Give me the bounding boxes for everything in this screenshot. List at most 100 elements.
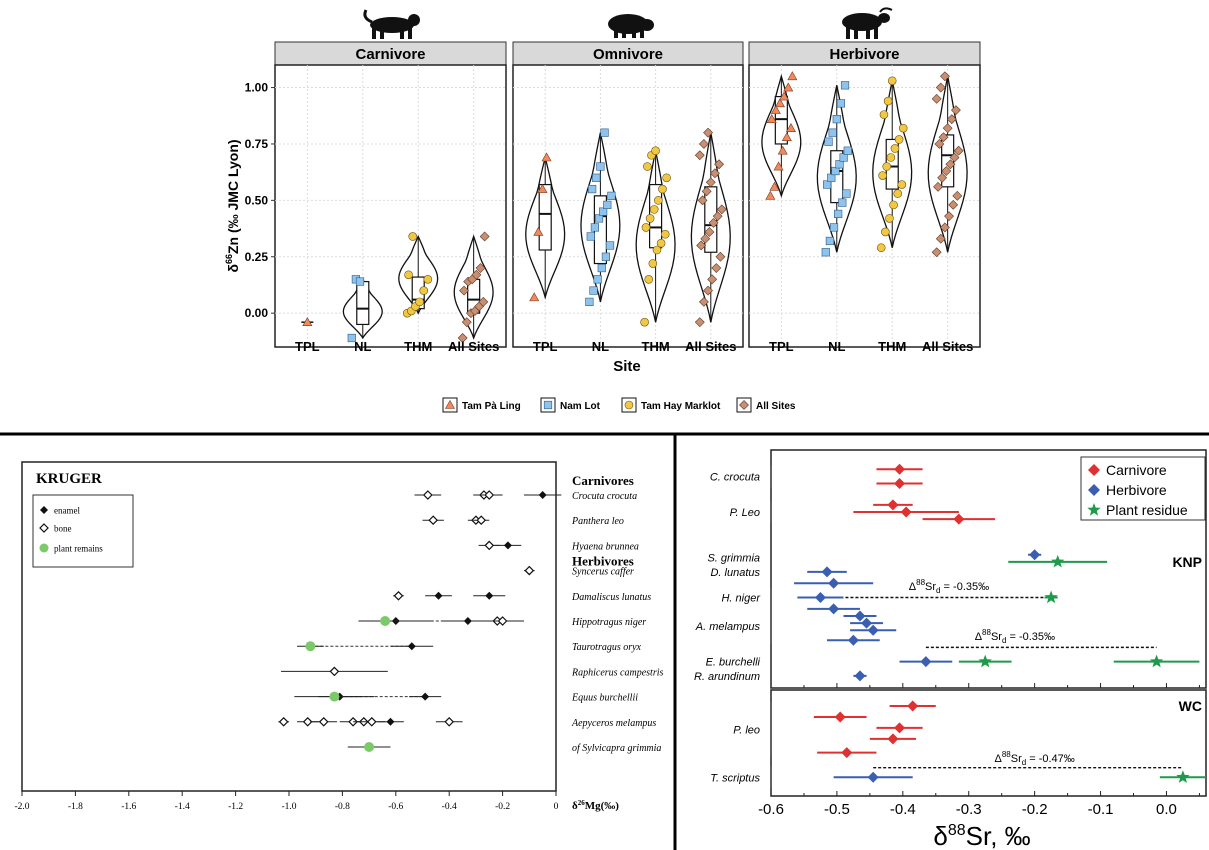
point-herbivore: [920, 656, 932, 668]
data-point-all-sites: [941, 166, 952, 176]
x-tick-label: All Sites: [685, 339, 736, 354]
data-point-nl: [832, 115, 841, 124]
data-point-thm: [649, 205, 659, 214]
data-point-thm: [898, 123, 908, 133]
point-bone: [476, 515, 487, 526]
zinc-violin-chart: δ66Zn (‰ JMC Lyon) 1.00 0.75 0.50 0.25 0.00 Ca…: [224, 41, 981, 413]
data-point-thm: [662, 173, 671, 183]
data-point-tpl: [541, 152, 552, 162]
data-point-all-sites: [933, 181, 943, 192]
species-label: E. burchelli: [706, 657, 761, 669]
data-point-all-sites: [699, 139, 709, 149]
x-tick-label: -0.6: [758, 801, 784, 818]
data-point-nl: [586, 232, 595, 241]
carnivore-silhouette-icon: [363, 9, 420, 39]
data-point-tpl: [765, 190, 776, 200]
data-point-thm: [419, 286, 429, 295]
data-point-nl: [603, 200, 612, 209]
data-point-thm: [658, 184, 667, 194]
x-tick-label: TPL: [533, 339, 558, 354]
point-plant-residue: [1051, 554, 1065, 568]
data-point-all-sites: [938, 132, 949, 143]
species-label: P. leo: [733, 724, 760, 736]
x-tick-label: 0: [554, 802, 559, 812]
point-enamel: [485, 591, 494, 600]
legend-label: Tam Hay Marklot: [641, 401, 721, 412]
x-tick-label: THM: [642, 339, 670, 354]
data-point-nl: [840, 81, 850, 90]
point-herbivore: [828, 577, 840, 589]
data-point-thm: [640, 317, 649, 327]
data-point-all-sites: [694, 150, 705, 161]
x-tick-label: THM: [404, 339, 432, 354]
violin-group-thm: [872, 76, 913, 253]
point-enamel: [538, 491, 547, 499]
point-bone: [428, 515, 439, 526]
y-axis-label: δ66Zn (‰ JMC Lyon): [224, 139, 241, 272]
data-point-tpl: [783, 82, 794, 92]
data-point-all-sites: [711, 263, 722, 273]
species-label: Equus burchellii: [571, 693, 638, 704]
species-label: Hyaena brunnea: [571, 541, 639, 552]
point-plant: [364, 742, 375, 752]
point-herbivore: [854, 610, 866, 622]
data-point-tpl: [769, 181, 780, 191]
species-row: Crocuta crocuta: [414, 490, 637, 502]
point-enamel: [463, 617, 472, 625]
data-point-thm: [889, 200, 898, 210]
facet-title: Omnivore: [593, 46, 663, 63]
data-point-all-sites: [935, 82, 946, 93]
data-point-tpl: [529, 292, 540, 302]
species-label: S. grimmia: [707, 553, 760, 565]
point-herbivore: [854, 670, 866, 682]
point-herbivore: [867, 771, 879, 783]
violin-group-all: [690, 127, 731, 328]
x-tick-label: NL: [592, 339, 609, 354]
point-plant-residue: [1087, 503, 1101, 516]
data-point-nl: [835, 160, 844, 169]
data-point-tpl: [787, 71, 798, 81]
difference-label: Δ88Srd = -0.35‰: [909, 578, 989, 595]
data-point-nl: [838, 198, 847, 207]
data-point-nl: [843, 146, 852, 155]
data-point-thm: [660, 229, 670, 239]
data-point-all-sites: [697, 195, 708, 206]
point-plant-residue: [1044, 590, 1058, 604]
species-label: T. scriptus: [710, 772, 760, 784]
data-point-thm: [404, 270, 413, 280]
data-point-tpl: [537, 183, 548, 193]
x-tick-label: -0.3: [956, 801, 982, 818]
data-point-all-sites: [934, 139, 945, 149]
data-point-tpl: [533, 226, 544, 236]
legend-marker-carnivore: [1088, 464, 1100, 476]
panel-label: KNP: [1172, 554, 1202, 570]
data-point-tpl: [770, 105, 781, 114]
data-point-thm: [408, 232, 418, 241]
data-point-all-sites: [953, 145, 964, 156]
data-point-all-sites: [478, 296, 489, 307]
data-point-thm: [886, 153, 896, 162]
data-point-nl: [601, 252, 610, 261]
data-point-nl: [588, 184, 597, 194]
x-tick-label: All Sites: [922, 339, 973, 354]
point-bone: [484, 490, 495, 500]
omnivore-silhouette-icon: [608, 14, 654, 38]
violin-group-tpl: [301, 317, 314, 326]
species-label: R. arundinum: [694, 671, 760, 683]
data-point-all-sites: [945, 159, 956, 170]
point-bone: [278, 716, 289, 727]
legend-label: All Sites: [756, 401, 796, 412]
data-point-nl: [828, 128, 837, 137]
x-tick-label: 0.0: [1156, 801, 1177, 818]
data-point-all-sites: [694, 317, 705, 328]
point-bone: [366, 716, 377, 727]
x-tick-label: -1.4: [175, 802, 190, 812]
kruger-legend: enamel bone plant remains: [32, 494, 134, 568]
species-row: Damaliscus lunatus: [393, 590, 651, 603]
data-point-all-sites: [475, 263, 486, 273]
y-tick-label: 0.00: [245, 306, 269, 320]
data-point-all-sites: [710, 168, 720, 179]
species-row: of Sylvicapra grimmia: [347, 742, 661, 754]
data-point-all-sites: [459, 285, 469, 296]
violin-group-nl: [342, 275, 383, 343]
